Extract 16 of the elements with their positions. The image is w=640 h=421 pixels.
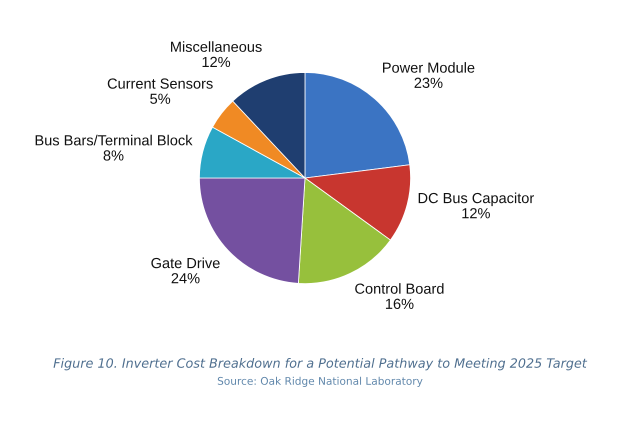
slice-label: Current Sensors [108, 78, 213, 89]
slice-label: DC Bus Capacitor [418, 192, 534, 206]
data-label: 16% [386, 298, 414, 309]
slice-label: Gate Drive [151, 258, 220, 268]
data-label: 8% [104, 150, 124, 161]
slice-label: Power Module [383, 62, 474, 73]
slice-label: Control Board [355, 283, 444, 294]
data-label: 5% [150, 94, 170, 104]
data-label: 12% [202, 56, 230, 68]
slice-label: Miscellaneous [171, 41, 262, 52]
data-label: 23% [414, 78, 442, 88]
caption: Figure 10. Inverter Cost Breakdown for a Potential Pathway to Meeting 2025 Target [54, 358, 588, 370]
slice-label: Bus Bars/Terminal Block [36, 134, 193, 146]
source-note: Source: Oak Ridge National Laboratory [218, 376, 423, 387]
data-label: 12% [462, 208, 490, 218]
data-label: 24% [172, 273, 200, 284]
